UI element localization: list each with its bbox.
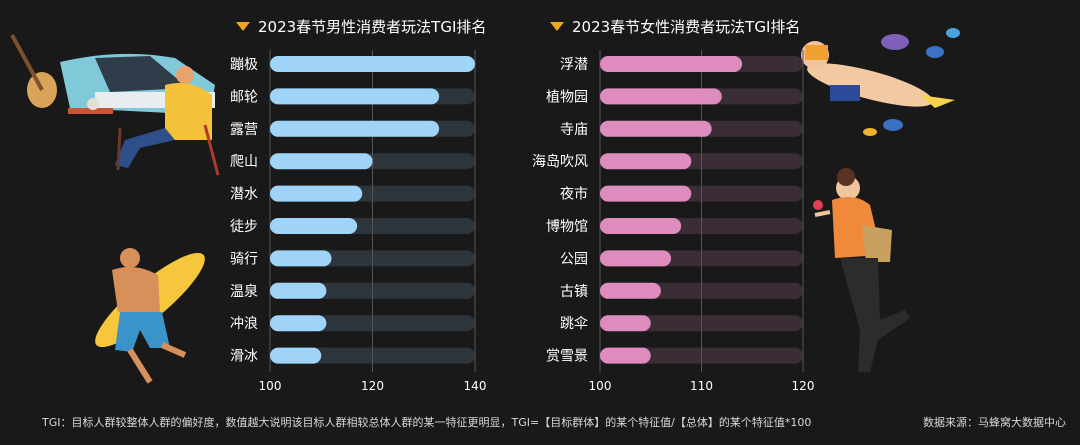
surfer-illustration <box>95 248 205 384</box>
male-category-label: 滑冰 <box>230 348 258 365</box>
female-bar <box>600 153 692 170</box>
female-category-label: 跳伞 <box>560 315 588 332</box>
male-bar <box>270 347 322 364</box>
female-tick-label: 100 <box>589 379 612 393</box>
female-category-label: 植物园 <box>546 89 588 105</box>
female-bar <box>600 56 743 72</box>
male-category-label: 爬山 <box>230 154 258 170</box>
female-bar <box>600 88 722 105</box>
female-category-label: 古镇 <box>560 284 588 300</box>
male-category-label: 邮轮 <box>230 89 258 105</box>
male-category-label: 冲浪 <box>230 316 258 332</box>
female-bar <box>600 120 712 137</box>
female-chart-title: 2023春节女性消费者玩法TGI排名 <box>572 18 800 36</box>
right-title-marker <box>550 22 564 31</box>
male-bar <box>270 120 440 137</box>
female-category-label: 博物馆 <box>546 218 588 235</box>
footer: TGI：目标人群较整体人群的偏好度，数值越大说明该目标人群相较总体人群的某一特征… <box>42 414 1066 430</box>
female-bar <box>600 315 651 332</box>
male-bar <box>270 56 475 72</box>
female-category-label: 夜市 <box>560 186 588 203</box>
male-bar <box>270 218 358 234</box>
male-bar <box>270 185 363 202</box>
snorkeler-illustration <box>801 28 960 136</box>
female-category-label: 寺庙 <box>560 122 588 138</box>
male-bar <box>270 153 373 170</box>
male-category-label: 徒步 <box>230 219 258 235</box>
male-tick-label: 140 <box>464 379 487 393</box>
male-bar <box>270 250 332 267</box>
male-bar <box>270 315 327 332</box>
male-category-label: 温泉 <box>230 283 258 300</box>
tgi-note: TGI：目标人群较整体人群的偏好度，数值越大说明该目标人群相较总体人群的某一特征… <box>42 416 812 429</box>
female-bar <box>600 250 672 267</box>
male-category-label: 蹦极 <box>230 57 258 73</box>
female-tick-label: 110 <box>690 379 713 393</box>
female-bar <box>600 347 651 364</box>
female-category-label: 公园 <box>560 251 588 267</box>
left-title-marker <box>236 22 250 31</box>
camping-man-illustration <box>10 34 220 176</box>
male-chart-title: 2023春节男性消费者玩法TGI排名 <box>258 18 486 36</box>
female-bar <box>600 185 692 202</box>
male-category-label: 潜水 <box>230 187 258 203</box>
male-tick-label: 120 <box>361 379 384 393</box>
female-bar <box>600 218 682 234</box>
male-tick-label: 100 <box>259 379 282 393</box>
female-tick-label: 120 <box>792 379 815 393</box>
male-bar <box>270 282 327 299</box>
male-category-label: 露营 <box>230 122 258 138</box>
female-category-label: 赏雪景 <box>546 349 588 365</box>
male-category-label: 骑行 <box>230 251 258 267</box>
female-category-label: 海岛吹风 <box>532 154 588 170</box>
female-category-label: 浮潜 <box>560 57 588 73</box>
data-source: 数据来源：马蜂窝大数据中心 <box>923 416 1066 429</box>
female-bar <box>600 282 661 299</box>
shopping-woman-illustration <box>813 168 910 372</box>
male-bar <box>270 88 440 105</box>
